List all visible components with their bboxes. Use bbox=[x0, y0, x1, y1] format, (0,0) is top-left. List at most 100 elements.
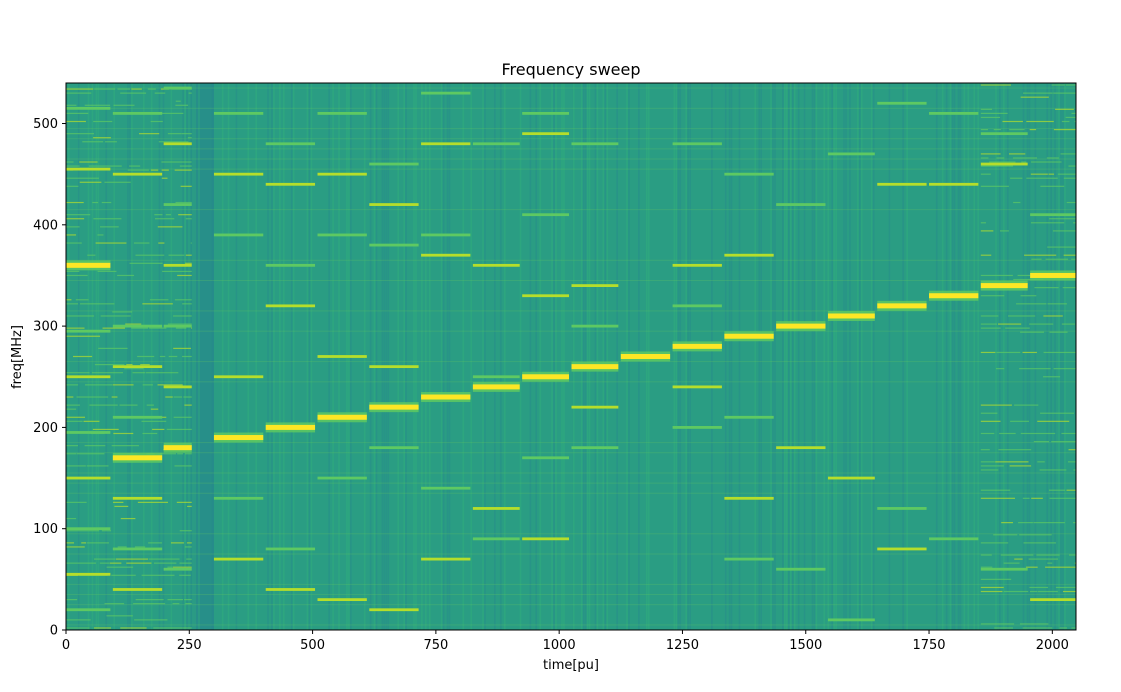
y-tick-label: 400 bbox=[33, 218, 58, 233]
harmonic-line bbox=[672, 263, 722, 267]
harmonic-line bbox=[980, 567, 1028, 571]
harmonic-line bbox=[66, 329, 111, 333]
main-tone-line bbox=[317, 414, 367, 420]
x-tick-label: 250 bbox=[177, 638, 202, 653]
harmonic-line bbox=[317, 355, 367, 358]
harmonic-line bbox=[421, 486, 471, 490]
harmonic-line bbox=[472, 263, 520, 267]
sweep-segment-10 bbox=[571, 142, 619, 450]
harmonic-line bbox=[265, 263, 316, 267]
harmonic-line bbox=[929, 111, 979, 115]
harmonic-line bbox=[317, 476, 367, 480]
harmonic-line bbox=[163, 263, 192, 267]
harmonic-line bbox=[213, 111, 264, 115]
harmonic-line bbox=[265, 182, 316, 186]
harmonic-line bbox=[213, 557, 264, 561]
heatmap-hlines bbox=[66, 87, 1076, 626]
y-axis-label: freq[MHz] bbox=[10, 325, 25, 389]
harmonic-line bbox=[522, 537, 570, 541]
harmonic-line bbox=[421, 233, 471, 237]
harmonic-line bbox=[877, 182, 927, 186]
harmonic-line bbox=[265, 588, 316, 591]
main-tone-line bbox=[522, 374, 570, 380]
sweep-segment-7 bbox=[421, 91, 471, 561]
harmonic-line bbox=[265, 304, 316, 308]
main-tone-line bbox=[929, 293, 979, 299]
sweep-segment-16 bbox=[877, 101, 927, 551]
harmonic-line bbox=[672, 304, 722, 308]
x-tick-label: 500 bbox=[300, 638, 325, 653]
sweep-segment-18 bbox=[980, 132, 1028, 571]
main-tone-line bbox=[724, 333, 774, 339]
y-tick-label: 500 bbox=[33, 117, 58, 132]
harmonic-line bbox=[724, 172, 774, 176]
sweep-segment-17 bbox=[929, 111, 979, 541]
harmonic-line bbox=[66, 476, 111, 480]
harmonic-line bbox=[112, 111, 163, 115]
x-tick-label: 750 bbox=[423, 638, 448, 653]
sweep-segment-19 bbox=[1030, 213, 1076, 602]
harmonic-line bbox=[213, 496, 264, 500]
y-axis: 0 100 200 300 400 500 bbox=[33, 117, 66, 639]
harmonic-line bbox=[163, 203, 192, 206]
harmonic-line bbox=[877, 507, 927, 510]
main-tone-line bbox=[827, 313, 875, 319]
y-tick-label: 200 bbox=[33, 421, 58, 436]
main-tone-line bbox=[163, 445, 192, 451]
harmonic-line bbox=[827, 618, 875, 622]
harmonic-line bbox=[66, 106, 111, 110]
main-tone-line bbox=[66, 262, 111, 268]
harmonic-line bbox=[472, 507, 520, 510]
sweep-segment-0 bbox=[66, 106, 111, 612]
harmonic-line bbox=[421, 91, 471, 95]
harmonic-line bbox=[724, 496, 774, 500]
harmonic-line bbox=[776, 203, 826, 206]
harmonic-line bbox=[472, 142, 520, 146]
harmonic-line bbox=[369, 243, 419, 247]
main-tone-line bbox=[112, 455, 163, 461]
harmonic-line bbox=[369, 203, 419, 206]
harmonic-line bbox=[472, 375, 520, 379]
harmonic-line bbox=[112, 588, 163, 591]
harmonic-line bbox=[929, 182, 979, 186]
main-tone-line bbox=[213, 435, 264, 441]
harmonic-line bbox=[672, 142, 722, 146]
harmonic-line bbox=[369, 365, 419, 369]
harmonic-line bbox=[66, 608, 111, 612]
x-tick-label: 1500 bbox=[789, 638, 822, 653]
harmonic-line bbox=[112, 496, 163, 500]
sweep-segment-2 bbox=[163, 86, 192, 571]
sweep-segment-8 bbox=[472, 142, 520, 541]
harmonic-line bbox=[317, 233, 367, 237]
harmonic-line bbox=[877, 101, 927, 105]
x-tick-label: 1750 bbox=[912, 638, 945, 653]
harmonic-line bbox=[265, 547, 316, 551]
harmonic-line bbox=[163, 86, 192, 90]
sweep-segment-12 bbox=[672, 142, 722, 429]
harmonic-line bbox=[724, 415, 774, 419]
main-tone-line bbox=[1030, 272, 1076, 278]
harmonic-line bbox=[571, 405, 619, 409]
harmonic-line bbox=[317, 111, 367, 115]
heatmap-area bbox=[66, 83, 1076, 630]
harmonic-line bbox=[472, 537, 520, 541]
harmonic-line bbox=[112, 547, 163, 551]
harmonic-line bbox=[672, 385, 722, 389]
harmonic-line bbox=[163, 142, 192, 146]
y-tick-label: 100 bbox=[33, 522, 58, 537]
harmonic-line bbox=[980, 132, 1028, 136]
x-tick-label: 1000 bbox=[543, 638, 576, 653]
harmonic-line bbox=[929, 537, 979, 541]
x-tick-label: 0 bbox=[62, 638, 70, 653]
harmonic-line bbox=[213, 172, 264, 176]
harmonic-line bbox=[522, 456, 570, 460]
harmonic-line bbox=[1030, 213, 1076, 217]
harmonic-line bbox=[522, 294, 570, 298]
harmonic-line bbox=[827, 152, 875, 156]
harmonic-line bbox=[112, 172, 163, 176]
harmonic-line bbox=[571, 284, 619, 287]
harmonic-line bbox=[672, 426, 722, 429]
harmonic-line bbox=[571, 324, 619, 328]
harmonic-line bbox=[724, 557, 774, 561]
harmonic-line bbox=[369, 162, 419, 166]
